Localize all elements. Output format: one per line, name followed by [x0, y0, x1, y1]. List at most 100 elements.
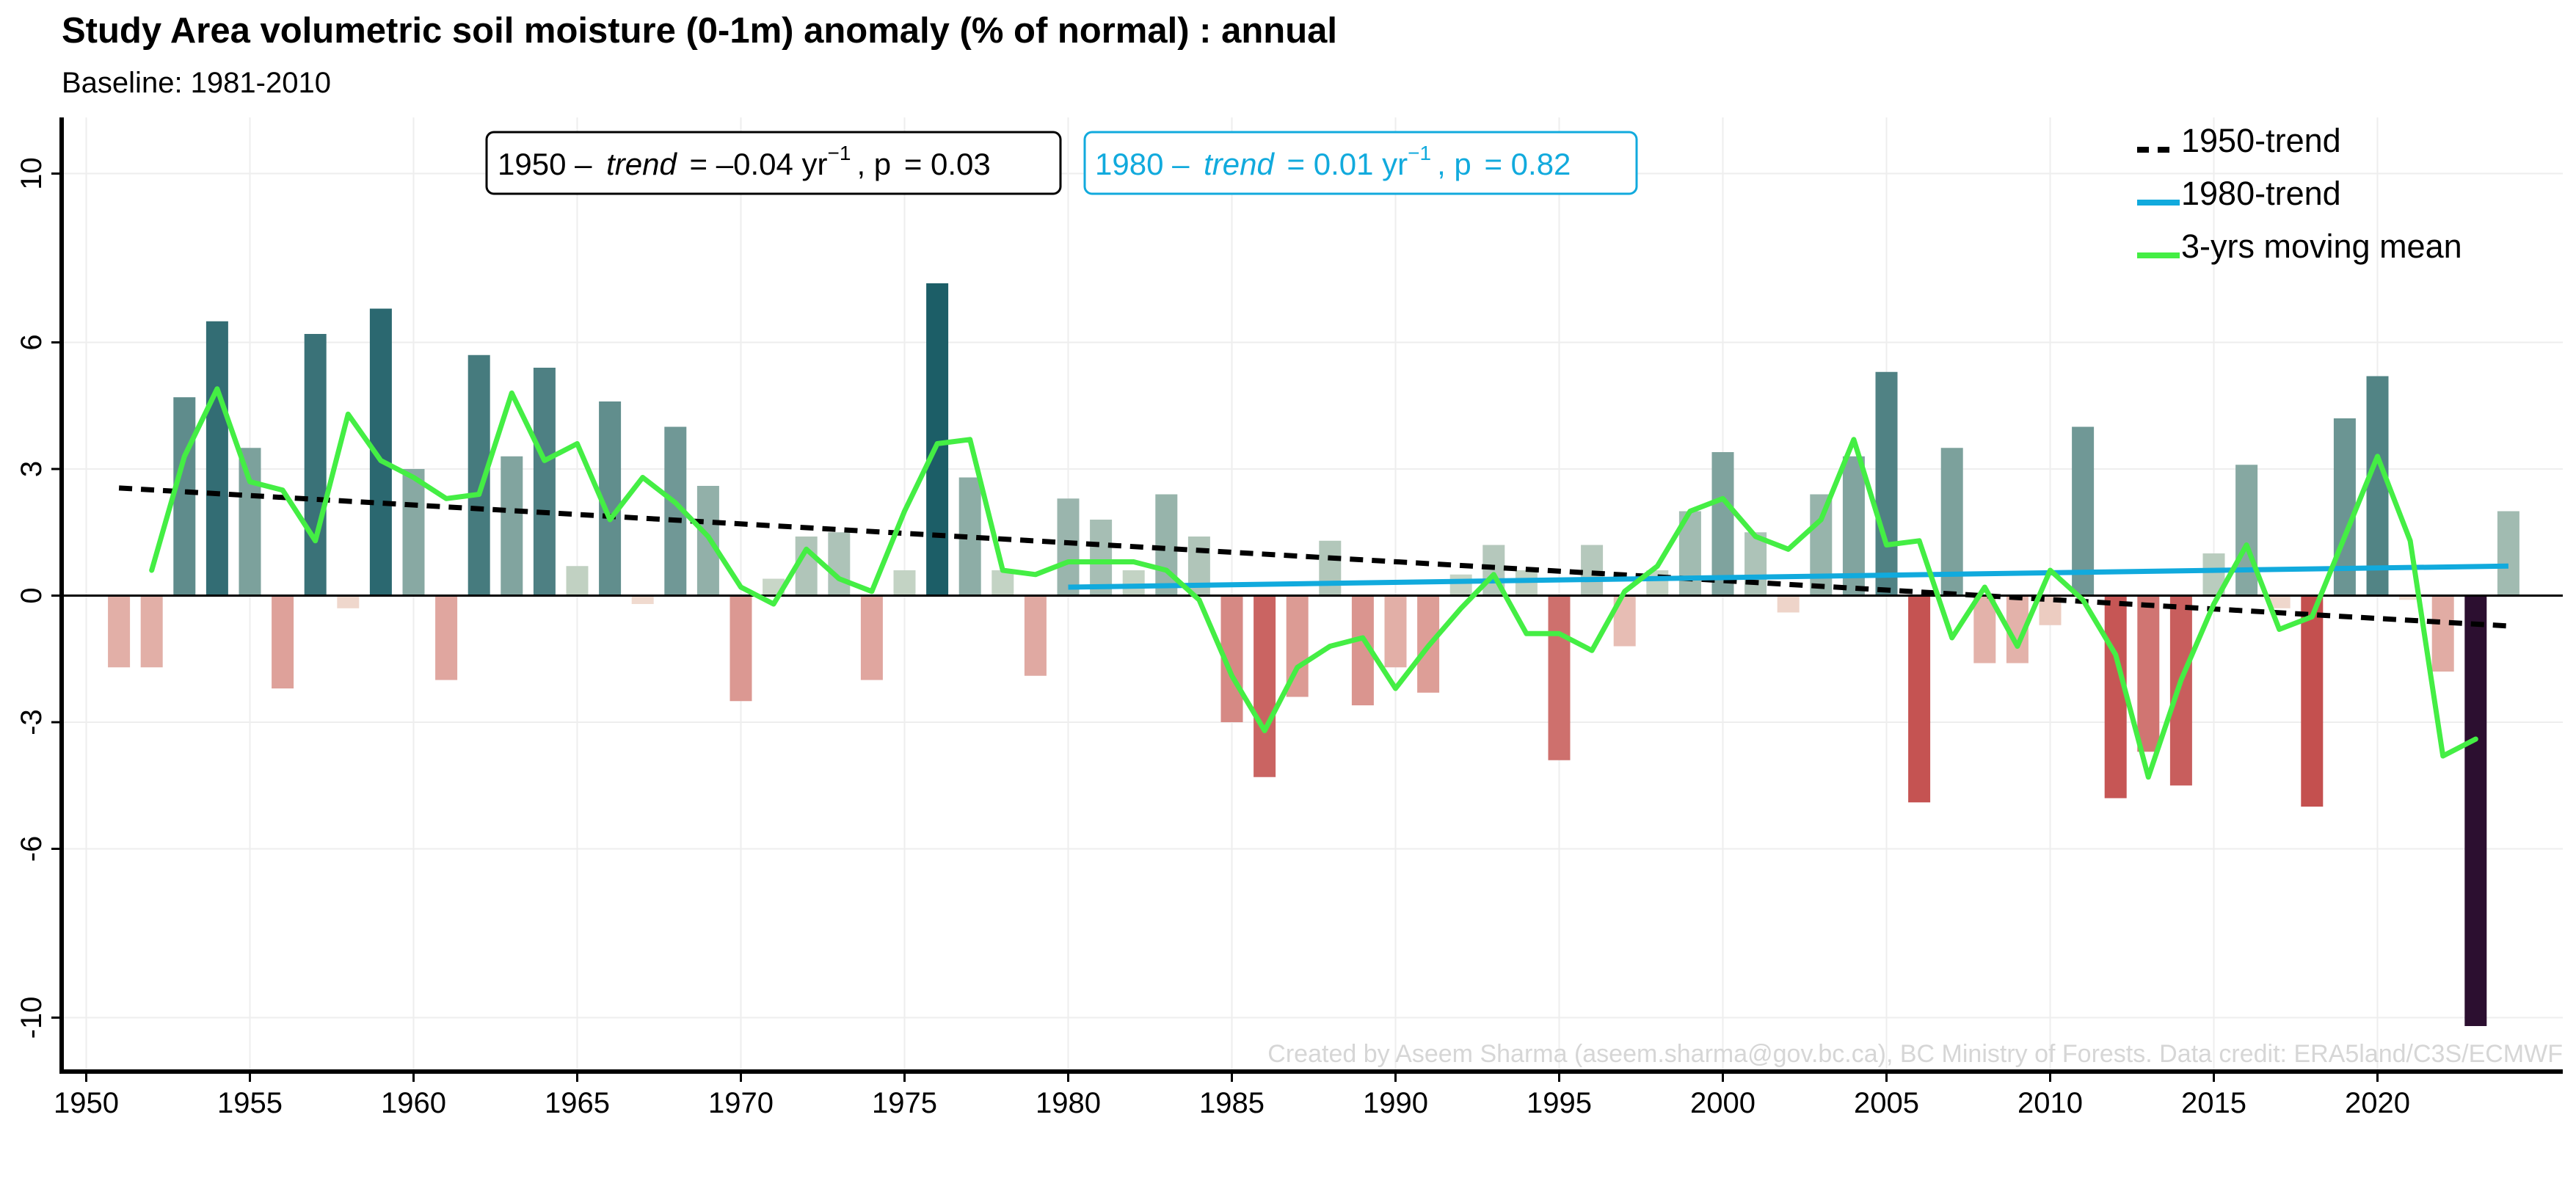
bar — [2497, 511, 2519, 596]
bar — [239, 448, 261, 596]
trend-1950-annotation: 1950 – trend = –0.04 yr−1, p = 0.03 — [485, 131, 1062, 195]
trend-1950-text: 1950 – trend = –0.04 yr−1, p = 0.03 — [498, 142, 991, 181]
credit-text: Created by Aseem Sharma (aseem.sharma@go… — [1267, 1040, 2563, 1068]
trend-1950-exp: −1 — [828, 142, 851, 164]
bar — [304, 334, 327, 596]
credit: Created by Aseem Sharma (aseem.sharma@go… — [1267, 1040, 2563, 1068]
y-tick-label: -3 — [15, 709, 48, 735]
y-tick-label: 6 — [15, 334, 48, 350]
x-tick-label: 1975 — [872, 1087, 937, 1119]
y-tick-label: -10 — [15, 997, 48, 1039]
bar — [1973, 595, 1996, 663]
trend-1950-box — [485, 131, 1062, 195]
lines — [62, 386, 2563, 780]
legend: 1950-trend 1980-trend 3-yrs moving mean — [2137, 122, 2462, 265]
bar — [1449, 574, 1472, 596]
x-tick-label: 1980 — [1036, 1087, 1101, 1119]
bar — [893, 570, 916, 596]
trend-1980-exp: −1 — [1408, 142, 1431, 164]
moving-mean-line — [149, 386, 2478, 780]
bar — [1908, 595, 1931, 803]
trend-1950-value: = –0.04 yr — [690, 147, 828, 181]
y-tick-label: 0 — [15, 587, 48, 603]
trend-1950-prefix: 1950 – — [498, 147, 592, 181]
bar — [1122, 570, 1145, 596]
y-tick-label: 10 — [15, 157, 48, 190]
bar — [501, 456, 523, 596]
bar — [272, 595, 294, 688]
trend-1980-prefix: 1980 – — [1095, 147, 1190, 181]
bar — [2268, 595, 2291, 608]
x-tick-label: 1950 — [54, 1087, 119, 1119]
bar — [1090, 520, 1113, 596]
x-tick-label: 2005 — [1854, 1087, 1919, 1119]
bar — [1581, 545, 1604, 596]
trend-1950-p-value: = 0.03 — [904, 147, 991, 181]
bar — [2399, 595, 2422, 600]
bar — [1319, 540, 1342, 596]
bar — [729, 595, 752, 702]
bar — [1254, 595, 1276, 777]
bar — [2072, 426, 2095, 596]
bar — [2137, 595, 2160, 752]
bar — [566, 566, 589, 596]
x-tick-label: 1995 — [1527, 1087, 1592, 1119]
bar — [1940, 448, 1963, 596]
bar — [1057, 498, 1080, 596]
bar — [1810, 494, 1833, 596]
bar — [631, 595, 654, 604]
legend-moving-mean-label: 3-yrs moving mean — [2181, 228, 2462, 265]
trend-1950-word: trend — [606, 147, 677, 181]
bar — [435, 595, 458, 680]
trend-1950-line — [118, 485, 2509, 629]
bar — [1875, 371, 1898, 596]
trend-1980-annotation: 1980 – trend = 0.01 yr−1 , p = 0.82 — [1083, 131, 1638, 195]
bar — [1711, 452, 1734, 596]
bar — [140, 595, 163, 668]
bar — [2464, 595, 2487, 1026]
y-tick-label: 3 — [15, 461, 48, 477]
bar — [1777, 595, 1800, 613]
bar — [1548, 595, 1571, 760]
bar — [2366, 376, 2389, 596]
bar — [173, 397, 196, 596]
chart-subtitle: Baseline: 1981-2010 — [62, 67, 331, 99]
bar — [108, 595, 131, 668]
bar — [533, 368, 556, 596]
x-tick-label: 2010 — [2017, 1087, 2083, 1119]
bar — [205, 321, 228, 596]
trend-1980-p-word: , p — [1437, 147, 1471, 181]
x-tick-label: 1985 — [1199, 1087, 1265, 1119]
x-tick-label: 2020 — [2345, 1087, 2410, 1119]
bar — [926, 283, 949, 596]
bar — [860, 595, 883, 680]
bar — [2104, 595, 2127, 799]
legend-1980-trend-label: 1980-trend — [2181, 175, 2341, 212]
x-tick-label: 1970 — [708, 1087, 774, 1119]
x-tick-label: 2000 — [1690, 1087, 1755, 1119]
ticks: 1950 1955 1960 1965 1970 1975 1980 1985 1990 1995… — [15, 157, 2410, 1119]
trend-1950-p-word: , p — [856, 147, 891, 181]
x-tick-label: 2015 — [2181, 1087, 2246, 1119]
bar — [2301, 595, 2324, 807]
trend-1980-value: = 0.01 yr — [1287, 147, 1408, 181]
trend-1980-p-value: = 0.82 — [1484, 147, 1571, 181]
bar — [402, 469, 425, 596]
legend-1950-trend-label: 1950-trend — [2181, 122, 2341, 159]
trend-1980-word: trend — [1204, 147, 1275, 181]
bar — [828, 532, 851, 596]
trend-1980-line — [1068, 563, 2508, 590]
bar — [1024, 595, 1047, 676]
trend-1980-box — [1083, 131, 1638, 195]
trend-1980-text: 1980 – trend = 0.01 yr−1 , p = 0.82 — [1095, 142, 1571, 181]
bar — [1384, 595, 1407, 668]
bar — [1842, 456, 1865, 596]
bar — [2431, 595, 2454, 672]
x-tick-label: 1990 — [1363, 1087, 1428, 1119]
x-tick-label: 1965 — [545, 1087, 610, 1119]
bar — [337, 595, 360, 608]
bar — [2169, 595, 2192, 786]
bar — [992, 570, 1014, 596]
y-tick-label: -6 — [15, 836, 48, 862]
